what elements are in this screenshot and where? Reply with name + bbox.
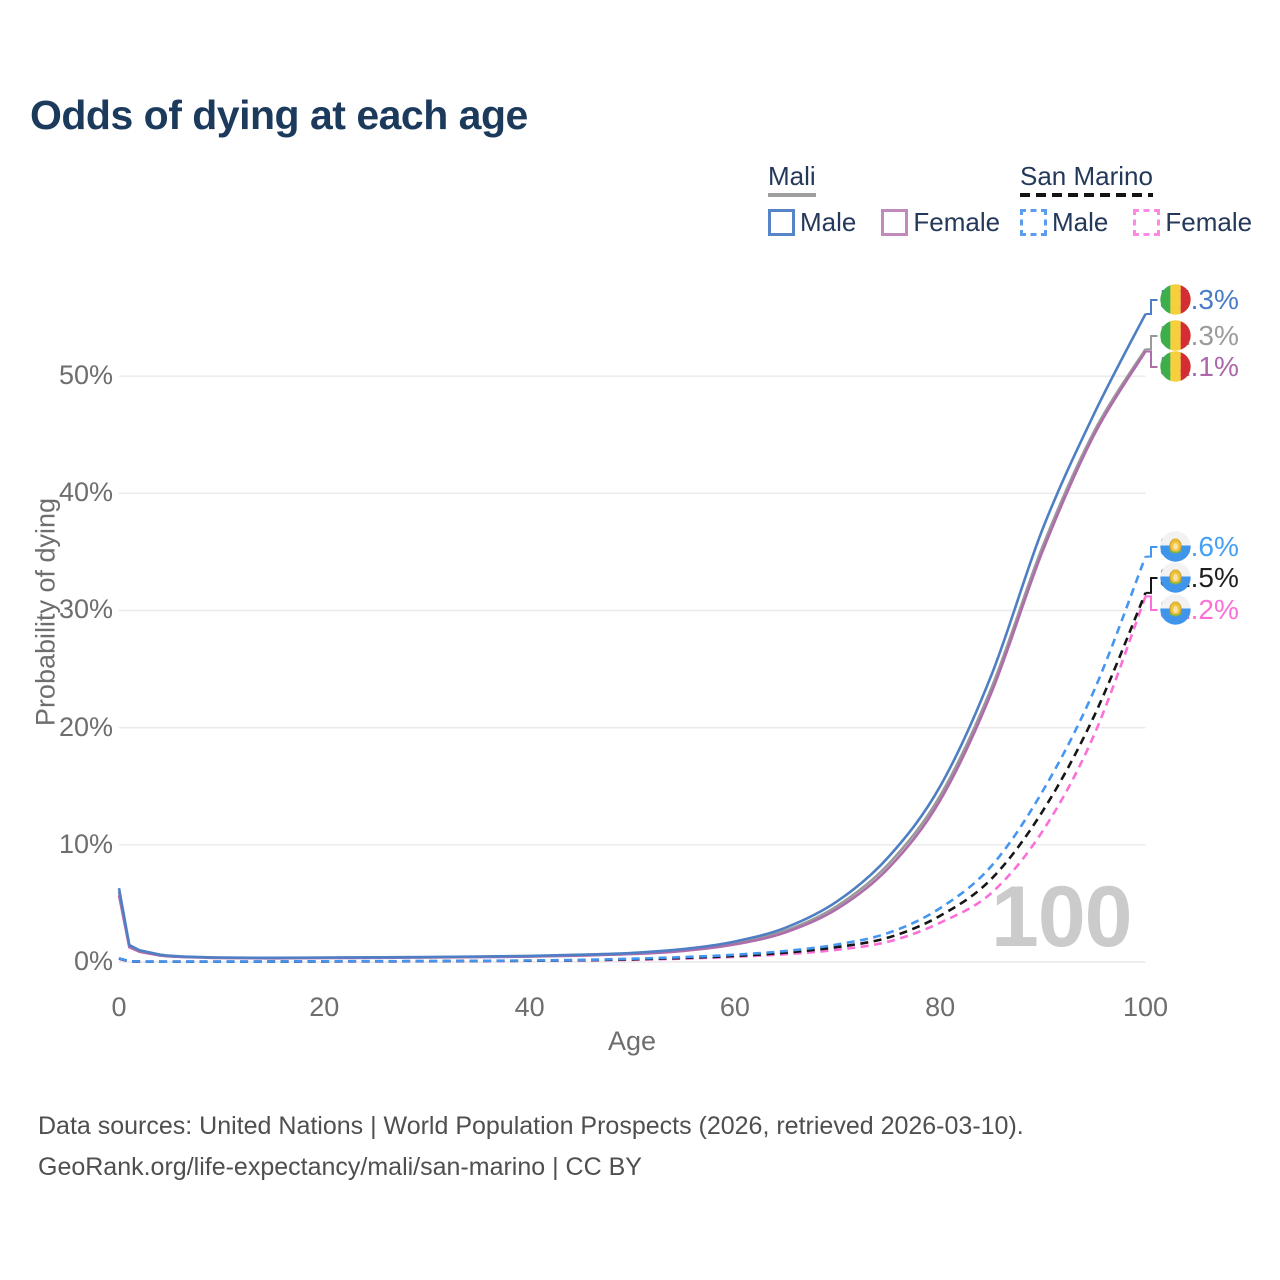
x-tick-60: 60 [719,992,750,1022]
legend-underline-mali [768,193,816,197]
legend-label-mali-female: Female [913,207,1001,237]
legend-item-san-marino-male[interactable]: Male [1020,207,1108,238]
mali-flag-icon [1159,320,1191,351]
legend-underline-san-marino [1020,193,1153,197]
x-tick-0: 0 [111,992,127,1022]
x-tick-20: 20 [309,992,340,1022]
legend-group-mali: Mali Male Female [768,162,1000,238]
legend-head-san-marino: San Marino [1020,162,1153,197]
footer-link: GeoRank.org/life-expectancy/mali/san-mar… [38,1153,642,1181]
y-axis-title: Probability of dying [30,497,61,727]
footer-sources: Data sources: United Nations | World Pop… [38,1112,1024,1140]
y-tick-30%: 30% [58,594,113,625]
series-line-mali-male [117,313,1147,960]
end-label-san-marino-31.5%: 31.5% [1160,562,1239,594]
x-tick-100: 100 [1122,992,1169,1022]
leader-line [1145,335,1158,351]
legend-group-san-marino: San Marino Male Female [1020,162,1252,238]
legend-item-mali-male[interactable]: Male [768,207,856,238]
series-line-san-marino-female [118,595,1147,963]
legend-row-san-marino: Male Female [1020,207,1252,238]
legend-swatch-mali-male-icon [768,209,795,236]
leader-line [1145,595,1158,611]
x-tick-40: 40 [514,992,545,1022]
legend-group-title-mali: Mali [768,161,816,191]
legend-label-san-marino-female: Female [1165,207,1253,237]
footer: Data sources: United Nations | World Pop… [38,1106,1024,1188]
mali-flag-icon [1159,284,1191,315]
legend-head-mali: Mali [768,162,816,197]
san-marino-flag-icon [1159,562,1191,593]
legend-item-san-marino-female[interactable]: Female [1133,207,1252,238]
leader-line [1145,350,1158,368]
end-label-mali-52.3%: 52.3% [1160,320,1239,352]
san-marino-flag-icon [1159,531,1191,562]
y-tick-50%: 50% [58,360,113,391]
mali-flag-icon [1159,351,1191,382]
end-label-san-marino-31.2%: 31.2% [1160,594,1239,626]
end-label-mali-55.3%: 55.3% [1160,284,1239,316]
end-label-san-marino-34.6%: 34.6% [1160,531,1239,563]
age-watermark: 100 [991,869,1132,965]
legend-swatch-san-marino-female-icon [1133,209,1161,236]
legend-group-title-san-marino: San Marino [1020,161,1153,191]
leader-line [1145,299,1158,316]
x-axis-title: Age [607,1026,657,1056]
x-tick-80: 80 [925,992,956,1022]
leader-line [1145,577,1158,594]
san-marino-flag-icon [1159,594,1191,625]
legend-swatch-mali-female-icon [881,209,909,236]
y-tick-10%: 10% [58,828,113,859]
chart-title: Odds of dying at each age [30,92,528,138]
y-tick-0%: 0% [73,946,113,976]
leader-line [1145,546,1158,558]
legend-swatch-san-marino-male-icon [1020,209,1047,236]
end-label-mali-52.1%: 52.1% [1160,351,1239,383]
legend-row-mali: Male Female [768,207,1000,238]
y-tick-40%: 40% [58,477,113,508]
legend-label-mali-male: Male [800,207,857,237]
legend-item-mali-female[interactable]: Female [881,207,1000,238]
legend-label-san-marino-male: Male [1052,207,1109,237]
y-tick-20%: 20% [58,711,113,742]
